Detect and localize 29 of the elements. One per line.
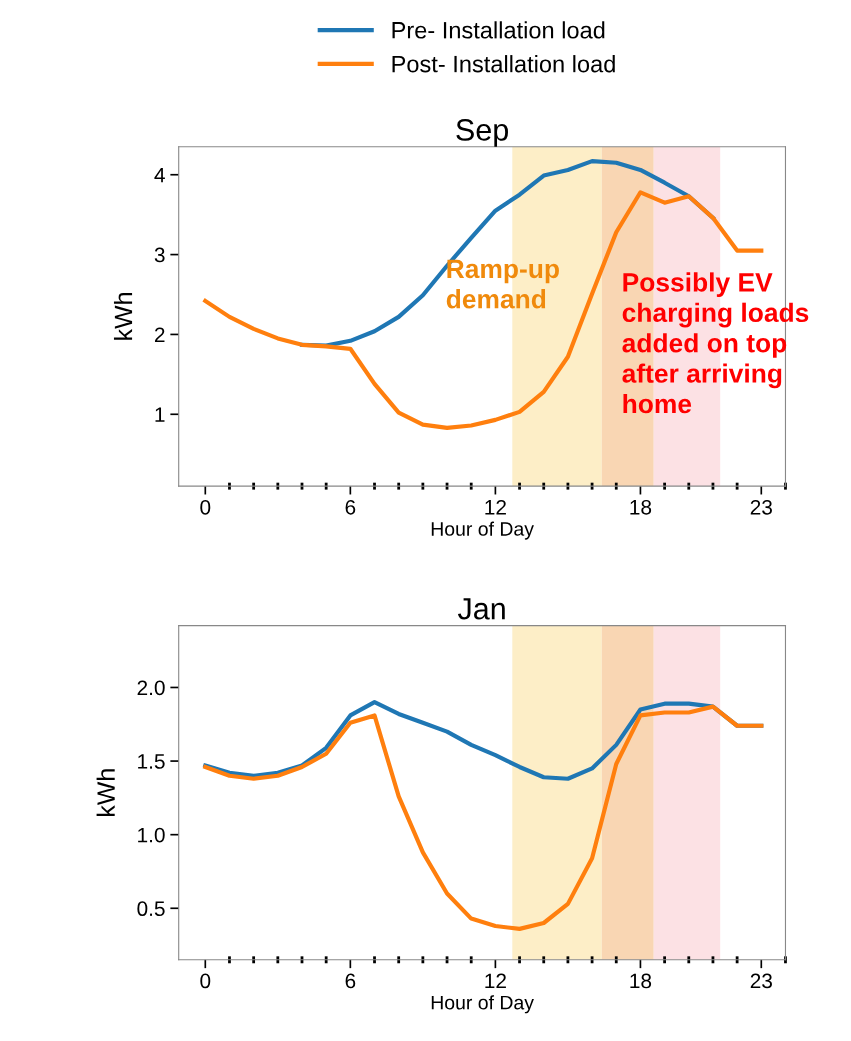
y-tick-label: 2.0 xyxy=(137,680,165,696)
y-axis-title: kWh xyxy=(113,293,133,340)
x-tick-label: 6 xyxy=(345,499,356,515)
x-axis-title: Hour of Day xyxy=(431,995,534,1014)
x-tick-label: 0 xyxy=(200,499,211,515)
x-tick-label: 6 xyxy=(345,973,356,989)
legend-label: Pre- Installation load xyxy=(392,21,605,39)
x-tick-label: 0 xyxy=(200,973,211,989)
chart-title: Sep xyxy=(456,119,508,147)
chart-title: Jan xyxy=(457,598,505,620)
annotation: Ramp-up demand xyxy=(446,259,559,309)
legend-label: Post- Installation load xyxy=(392,55,615,73)
x-tick-label: 12 xyxy=(485,499,506,515)
y-tick-label: 2 xyxy=(154,327,165,342)
x-tick-label: 12 xyxy=(485,973,506,989)
x-tick-label: 23 xyxy=(750,499,772,515)
y-tick-label: 4 xyxy=(154,167,165,183)
y-tick-label: 0.5 xyxy=(137,901,165,917)
y-axis-title: kWh xyxy=(96,769,115,817)
y-tick-label: 1 xyxy=(155,407,165,422)
x-axis-title: Hour of Day xyxy=(431,521,534,540)
annotation: Possibly EV charging loads added on top after arriving home xyxy=(622,272,809,414)
y-tick-label: 1.0 xyxy=(138,827,165,843)
x-tick-label: 18 xyxy=(630,973,652,989)
y-tick-label: 1.5 xyxy=(138,754,165,769)
x-tick-label: 23 xyxy=(750,973,772,989)
line-series xyxy=(203,704,764,931)
x-tick-label: 18 xyxy=(630,499,652,515)
y-tick-label: 3 xyxy=(154,247,165,263)
